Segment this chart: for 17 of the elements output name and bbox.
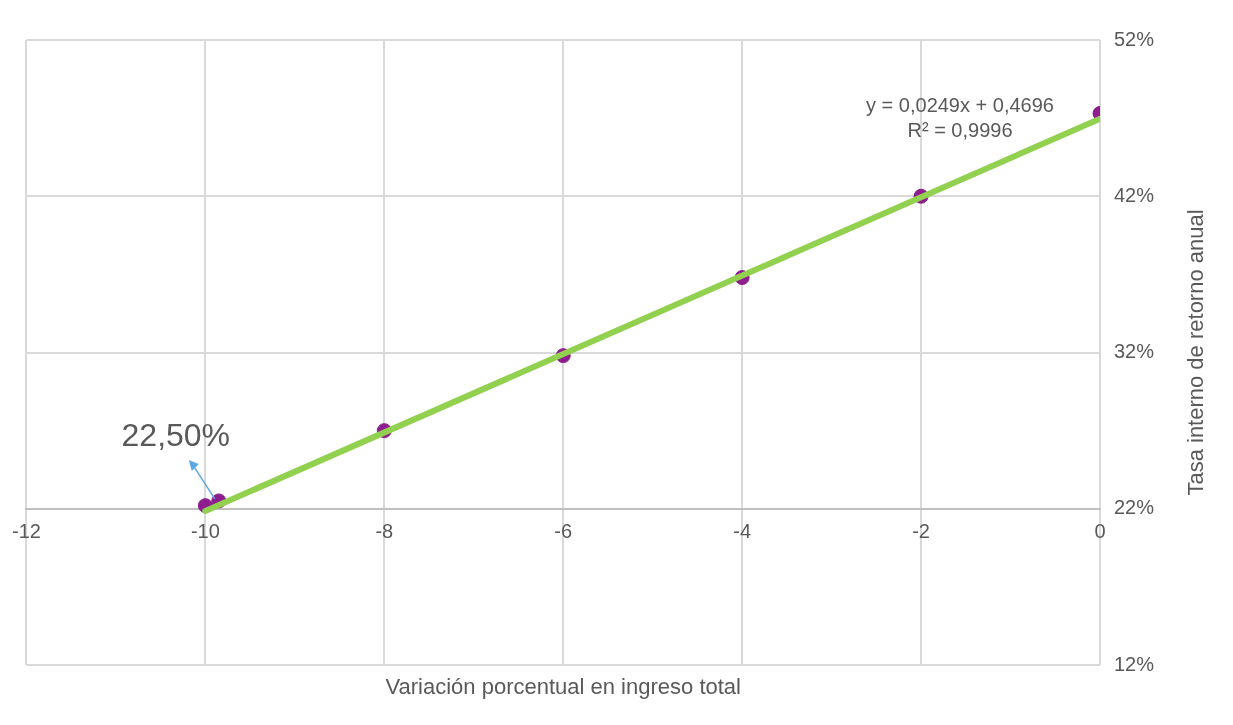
x-tick-label: -10 <box>190 520 220 543</box>
annotation: 22,50% <box>121 416 231 453</box>
x-tick-label: -6 <box>554 520 573 543</box>
x-tick-label: -12 <box>12 520 41 543</box>
y-axis-title: Tasa interno de retorno anual <box>1183 209 1209 496</box>
x-tick-label: -4 <box>733 520 752 543</box>
annotation: y = 0,0249x + 0,4696 <box>866 93 1054 116</box>
y-tick-label: 42% <box>1114 183 1155 206</box>
x-tick-label: -8 <box>375 520 394 543</box>
y-tick-label: 32% <box>1114 340 1155 363</box>
y-tick-label: 52% <box>1114 27 1155 50</box>
x-axis-title: Variación porcentual en ingreso total <box>385 674 741 700</box>
y-tick-label: 12% <box>1114 652 1155 675</box>
x-tick-label: -2 <box>912 520 930 543</box>
annotation: R² = 0,9996 <box>907 118 1013 141</box>
y-tick-label: 22% <box>1114 496 1155 519</box>
x-tick-label: 0 <box>1094 520 1106 543</box>
